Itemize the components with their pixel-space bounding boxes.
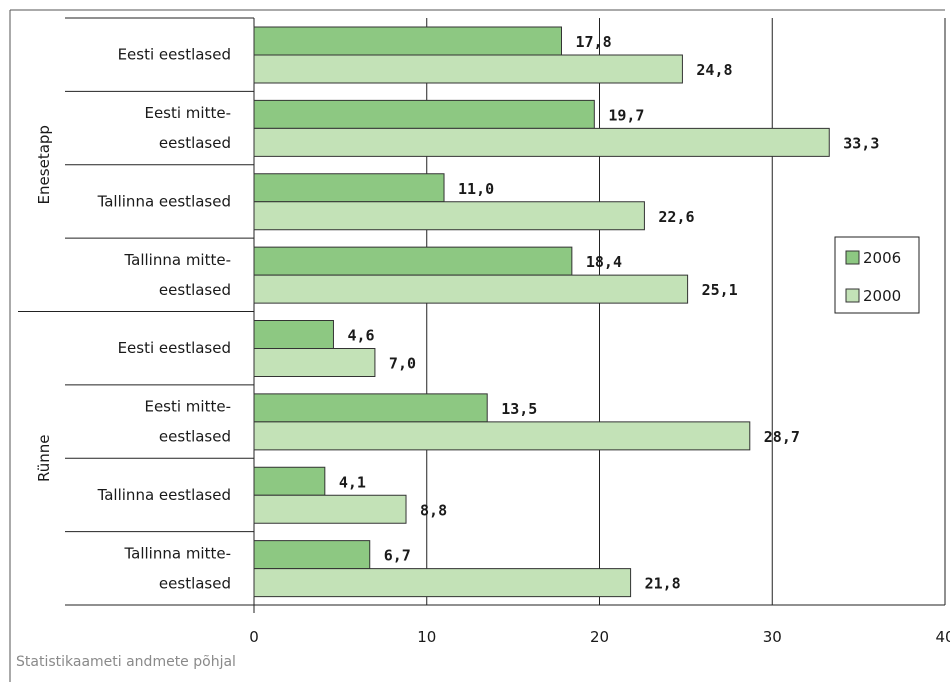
category-label: Eesti mitte- — [144, 104, 231, 122]
value-label-2000: 7,0 — [389, 355, 416, 373]
bar-2000 — [253, 568, 632, 598]
value-label-2000: 24,8 — [696, 61, 732, 79]
x-tick-label: 40 — [935, 628, 950, 646]
category-label: Tallinna mitte- — [123, 251, 231, 269]
x-tick-label: 10 — [417, 628, 436, 646]
bar-2000 — [253, 421, 751, 451]
value-label-2006: 17,8 — [575, 33, 611, 51]
value-label-2000: 8,8 — [420, 501, 447, 519]
value-label-2006: 11,0 — [458, 180, 494, 198]
bar-2000 — [253, 494, 407, 524]
category-label: Tallinna eestlased — [97, 486, 231, 504]
bar-2006 — [253, 246, 573, 276]
value-label-2006: 13,5 — [501, 400, 537, 418]
bar-2006 — [253, 540, 371, 570]
bar-2000 — [253, 54, 683, 84]
value-label-2006: 18,4 — [586, 253, 622, 271]
x-tick-label: 20 — [590, 628, 609, 646]
category-label: Eesti mitte- — [144, 398, 231, 416]
bar-2000 — [253, 274, 689, 304]
value-label-2000: 33,3 — [843, 134, 879, 152]
category-label: eestlased — [159, 574, 231, 592]
value-label-2000: 21,8 — [645, 575, 681, 593]
bar-2006 — [253, 26, 562, 56]
bar-2006 — [253, 99, 595, 129]
category-label: eestlased — [159, 281, 231, 299]
value-label-2000: 28,7 — [764, 428, 800, 446]
value-label-2000: 25,1 — [702, 281, 738, 299]
bar-2000 — [253, 348, 376, 377]
x-tick-label: 30 — [763, 628, 782, 646]
category-label: Eesti eestlased — [118, 46, 231, 64]
value-label-2006: 19,7 — [608, 106, 644, 124]
group-label: Rünne — [35, 435, 53, 483]
legend-label-2000: 2000 — [863, 287, 901, 305]
bar-2006 — [253, 466, 326, 496]
legend-label-2006: 2006 — [863, 249, 901, 267]
category-label: Tallinna mitte- — [123, 544, 231, 562]
value-label-2000: 22,6 — [658, 208, 694, 226]
legend-swatch-2006 — [845, 250, 860, 265]
bar-2000 — [253, 127, 830, 157]
x-tick-label: 0 — [249, 628, 259, 646]
source-note: Statistikaameti andmete põhjal — [16, 654, 236, 670]
category-label: eestlased — [159, 134, 231, 152]
category-label: Tallinna eestlased — [97, 192, 231, 210]
category-label: Eesti eestlased — [118, 339, 231, 357]
category-label: eestlased — [159, 428, 231, 446]
group-label: Enesetapp — [35, 125, 53, 204]
legend-swatch-2000 — [845, 288, 860, 303]
bar-2006 — [253, 320, 334, 349]
bar-2000 — [253, 201, 645, 231]
value-label-2006: 4,1 — [339, 473, 366, 491]
value-label-2006: 6,7 — [384, 547, 411, 565]
bar-2006 — [253, 173, 445, 203]
value-label-2006: 4,6 — [347, 327, 374, 345]
bar-2006 — [253, 393, 488, 423]
